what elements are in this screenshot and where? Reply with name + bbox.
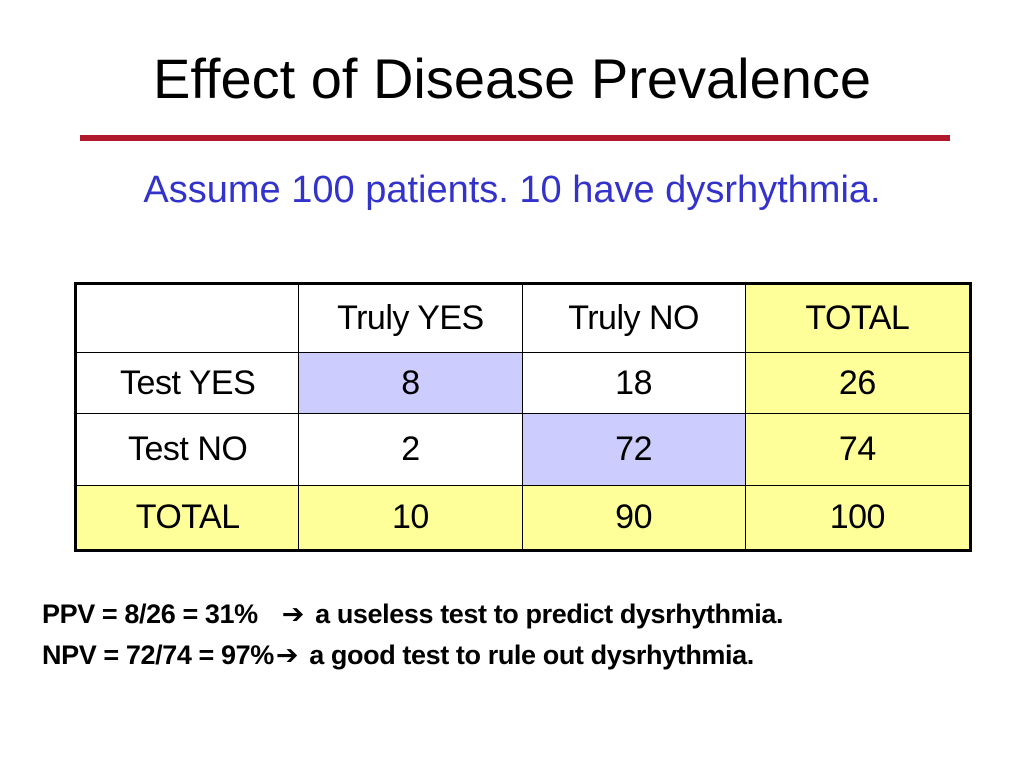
slide-subtitle: Assume 100 patients. 10 have dysrhythmia…	[143, 169, 881, 211]
cell-total-total: 100	[744, 485, 972, 551]
note-npv: NPV = 72/74 = 97%➔ a good test to rule o…	[42, 635, 783, 676]
cell-total-truly-yes: 10	[298, 485, 523, 551]
header-cell-truly-no: Truly NO	[521, 283, 746, 353]
table-row-test-no: Test NO 2 72 74	[74, 413, 972, 486]
note-npv-text: a good test to rule out dysrhythmia.	[309, 640, 754, 670]
cell-total-truly-no: 90	[521, 485, 746, 551]
cell-test-no-truly-yes: 2	[298, 413, 523, 486]
note-ppv-lead: PPV = 8/26 = 31%	[42, 599, 258, 629]
header-cell-empty	[74, 283, 300, 353]
row-label-test-yes: Test YES	[74, 352, 300, 414]
note-ppv-text: a useless test to predict dysrhythmia.	[315, 599, 784, 629]
cell-test-no-total: 74	[744, 413, 972, 486]
cell-test-yes-truly-yes: 8	[298, 352, 523, 414]
title-divider	[80, 135, 950, 141]
arrow-right-icon: ➔	[275, 640, 299, 670]
note-npv-lead: NPV = 72/74 = 97%	[42, 640, 274, 670]
cell-test-yes-total: 26	[744, 352, 972, 414]
note-ppv: PPV = 8/26 = 31% ➔ a useless test to pred…	[42, 594, 783, 635]
row-label-total: TOTAL	[74, 485, 300, 551]
cell-test-yes-truly-no: 18	[521, 352, 746, 414]
notes: PPV = 8/26 = 31% ➔ a useless test to pred…	[42, 594, 783, 676]
slide-title: Effect of Disease Prevalence	[152, 47, 872, 110]
contingency-table: Truly YES Truly NO TOTAL Test YES 8 18 2…	[74, 282, 972, 552]
arrow-right-icon: ➔	[281, 599, 305, 629]
table-row-test-yes: Test YES 8 18 26	[74, 352, 972, 414]
row-label-test-no: Test NO	[74, 413, 300, 486]
header-cell-total: TOTAL	[744, 283, 972, 353]
table-header-row: Truly YES Truly NO TOTAL	[74, 283, 972, 353]
header-cell-truly-yes: Truly YES	[298, 283, 523, 353]
cell-test-no-truly-no: 72	[521, 413, 746, 486]
table-row-total: TOTAL 10 90 100	[74, 485, 972, 551]
